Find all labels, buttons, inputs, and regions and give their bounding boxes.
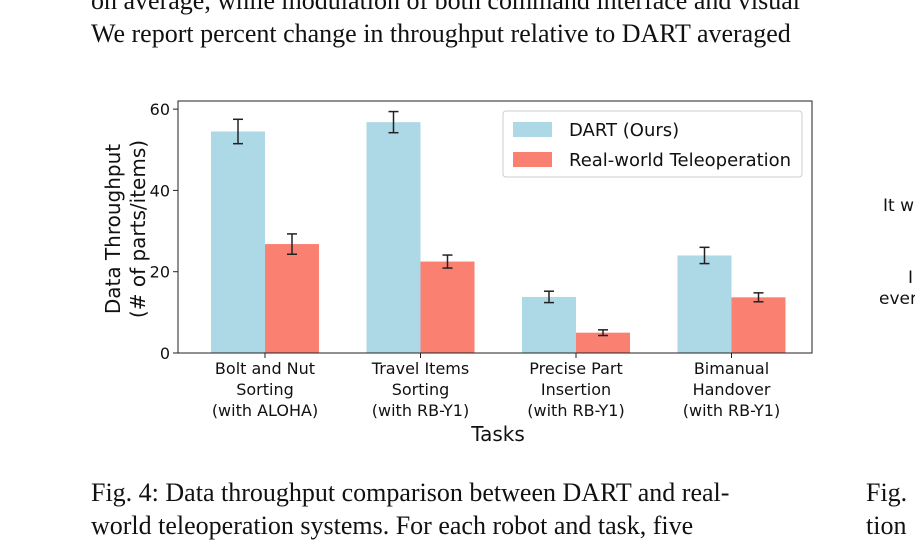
legend: DART (Ours) Real-world Teleoperation bbox=[502, 110, 803, 178]
x-tick-label-3-line-0: Bimanual bbox=[694, 359, 769, 378]
bar-s0-c0 bbox=[211, 131, 265, 353]
y-tick-label-2: 40 bbox=[150, 181, 170, 200]
legend-swatch-real-world bbox=[513, 152, 552, 167]
x-tick-label-1-line-2: (with RB-Y1) bbox=[372, 401, 469, 420]
bar-s1-c1 bbox=[420, 261, 475, 353]
x-tick-label-2-line-2: (with RB-Y1) bbox=[527, 401, 624, 420]
adjacent-text-fragment-2: I bbox=[908, 268, 914, 288]
legend-swatch-dart bbox=[513, 122, 552, 137]
figure-caption-line-2: world teleoperation systems. For each ro… bbox=[91, 511, 694, 540]
right-column-caption-line-1: Fig. bbox=[866, 478, 908, 507]
x-tick-label-1-line-1: Sorting bbox=[392, 380, 450, 399]
body-text-line-top-1: on average, while modulation of both com… bbox=[91, 0, 800, 15]
x-axis-label: Tasks bbox=[470, 422, 525, 446]
bar-s0-c1 bbox=[366, 122, 421, 353]
bar-s0-c3 bbox=[677, 255, 732, 353]
x-tick-label-0-line-2: (with ALOHA) bbox=[212, 401, 318, 420]
y-axis: 0 20 40 60 bbox=[150, 100, 178, 363]
y-tick-label-0: 0 bbox=[160, 344, 170, 363]
x-tick-label-3-line-1: Handover bbox=[693, 380, 771, 399]
plot-frame bbox=[177, 100, 813, 354]
x-tick-label-3-line-2: (with RB-Y1) bbox=[683, 401, 780, 420]
right-column-caption-line-2: tion bbox=[866, 511, 907, 540]
y-axis-label-line-2: (# of parts/items) bbox=[126, 140, 150, 318]
legend-label-dart: DART (Ours) bbox=[569, 120, 679, 141]
x-tick-label-0-line-0: Bolt and Nut bbox=[215, 359, 315, 378]
bar-s1-c3 bbox=[731, 297, 786, 353]
body-text-line-top-2: We report percent change in throughput r… bbox=[91, 19, 791, 48]
x-tick-label-2-line-0: Precise Part bbox=[529, 359, 623, 378]
throughput-bar-chart: 0 20 40 60 Bolt and Nut Sorting (with ALOHA) T… bbox=[101, 100, 813, 446]
figure-caption-line-1: Fig. 4: Data throughput comparison betwe… bbox=[91, 478, 730, 507]
adjacent-text-fragment-3: ever bbox=[879, 289, 915, 309]
x-tick-label-0-line-1: Sorting bbox=[236, 380, 294, 399]
bar-s1-c0 bbox=[265, 244, 319, 353]
bar-s0-c2 bbox=[522, 296, 576, 353]
x-tick-label-2-line-1: Insertion bbox=[541, 380, 611, 399]
x-axis: Bolt and Nut Sorting (with ALOHA) Travel It… bbox=[212, 353, 780, 420]
bar-s1-c2 bbox=[576, 332, 630, 353]
x-tick-label-1-line-0: Travel Items bbox=[371, 359, 469, 378]
legend-box bbox=[502, 110, 803, 178]
y-axis-label-line-1: Data Throughput bbox=[101, 144, 125, 314]
adjacent-text-fragment-1: It w bbox=[883, 196, 914, 216]
y-tick-label-3: 60 bbox=[150, 100, 170, 119]
y-tick-label-1: 20 bbox=[150, 263, 170, 282]
legend-label-real-world: Real-world Teleoperation bbox=[569, 150, 791, 171]
chart-marks bbox=[211, 110, 786, 353]
